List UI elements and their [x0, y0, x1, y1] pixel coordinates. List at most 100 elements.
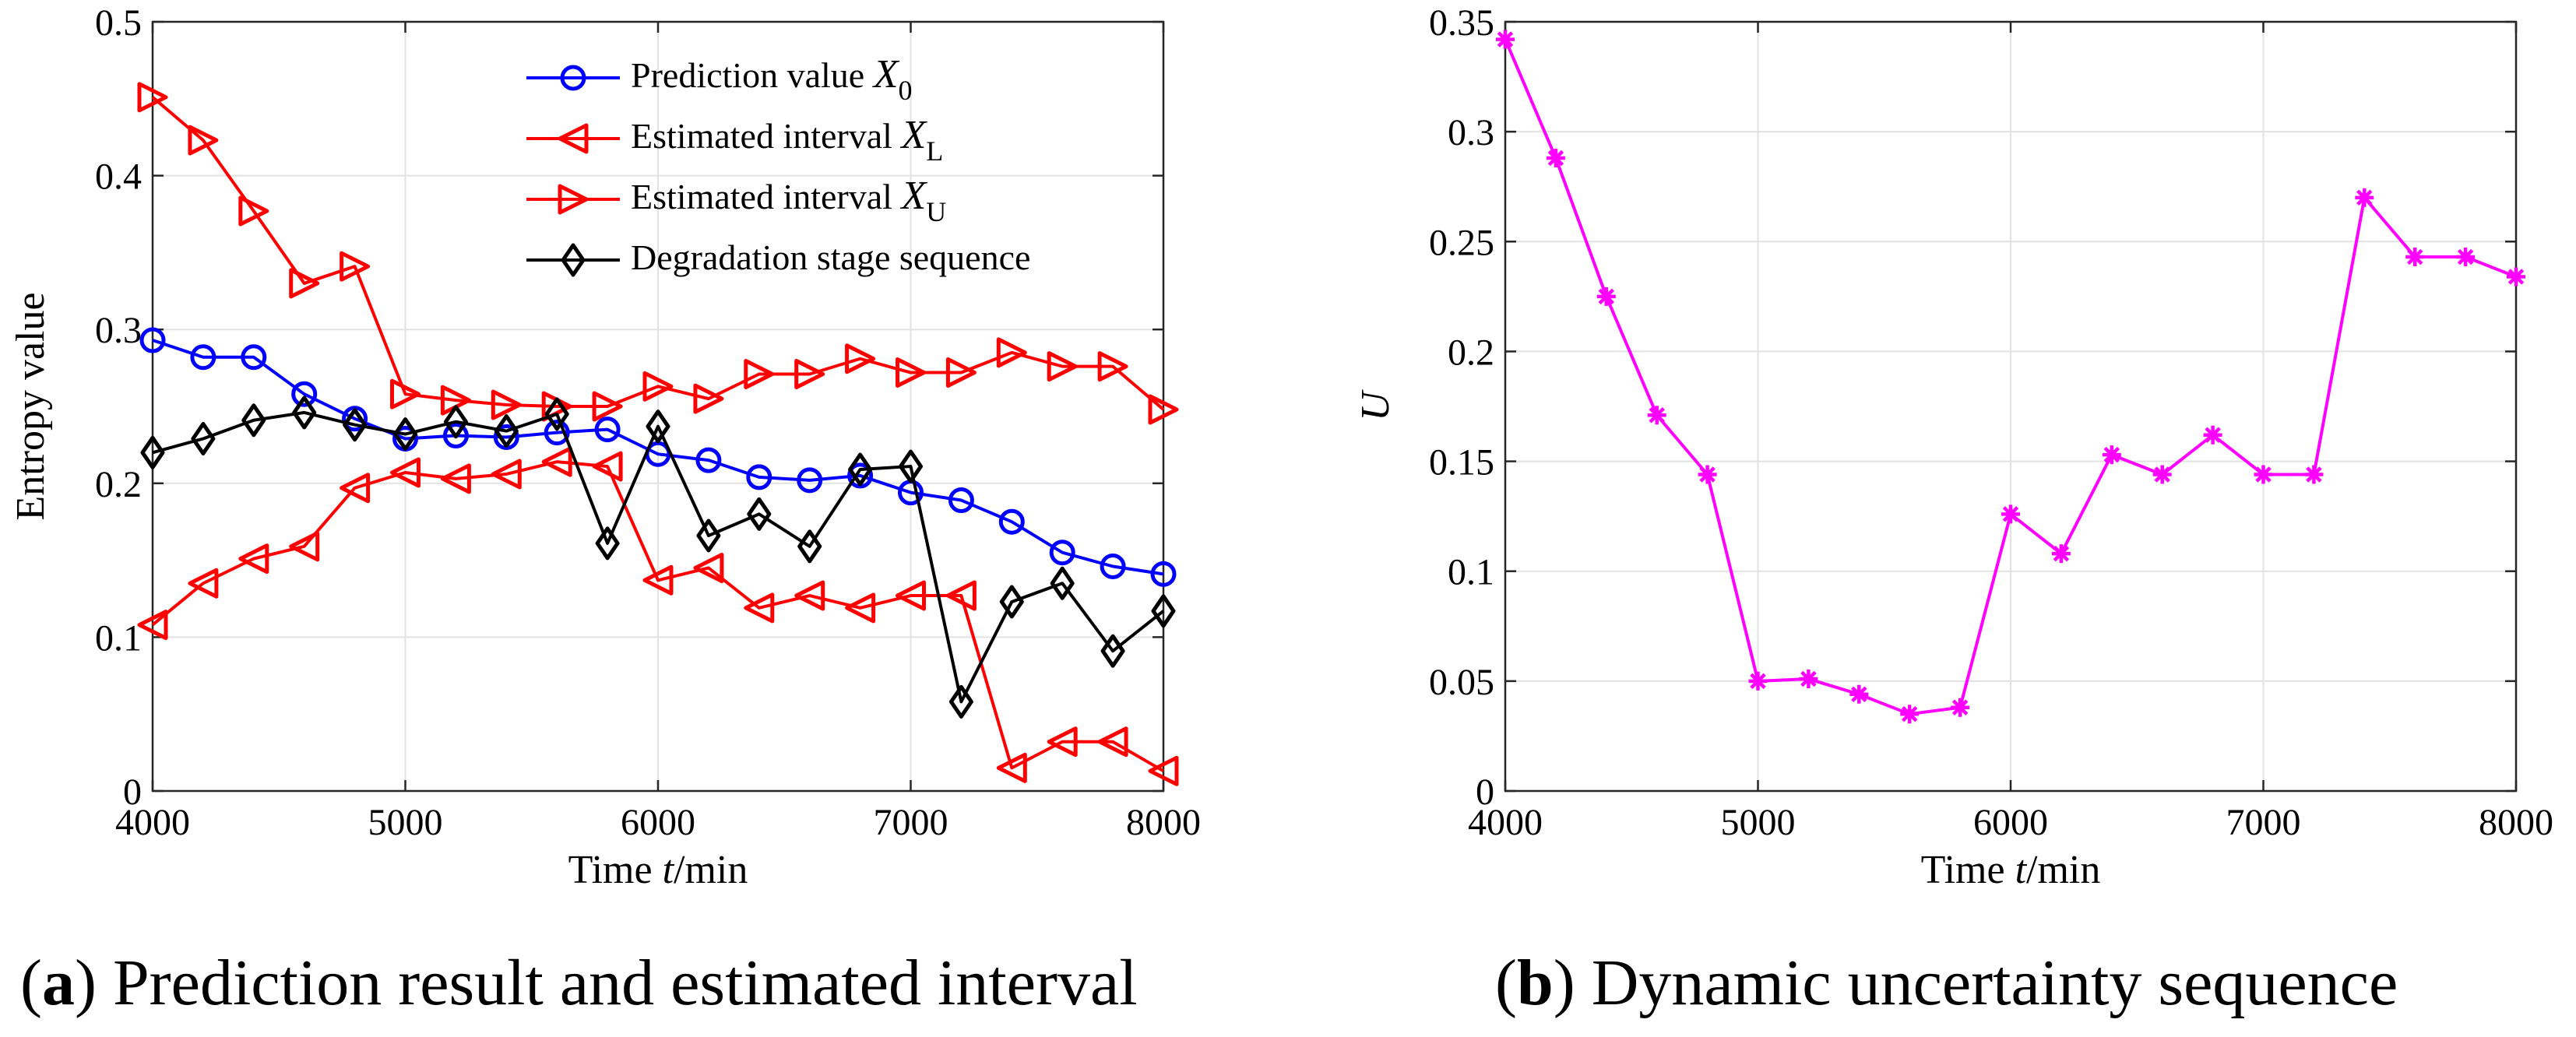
- panel-a-series-3-point-5: [393, 417, 417, 452]
- panel-b-series-0-point-3: [1647, 406, 1666, 425]
- panel-b-series-0-point-16: [2304, 465, 2324, 484]
- panel-a-series-1: [137, 446, 1179, 786]
- panel-a-series-3-point-0: [140, 435, 165, 469]
- panel-b-xtick-label-1: 5000: [1721, 802, 1796, 843]
- panel-a-series-2-point-9: [592, 391, 623, 422]
- panel-b-ytick-label-0: 0: [1476, 772, 1494, 813]
- panel-a-series-3-point-4: [343, 408, 368, 442]
- panel-a-series-0-line: [152, 339, 1164, 576]
- panel-a-series-1-point-2: [238, 543, 269, 575]
- panel-a-series-1-point-13: [794, 580, 825, 611]
- panel-a-x-axis-label: Time t/min: [568, 848, 748, 892]
- panel-b-series-0-point-5: [1748, 671, 1768, 691]
- panel-a-series-0-point-17: [998, 508, 1025, 535]
- panel-a-xtick-label-4: 8000: [1126, 802, 1201, 843]
- panel-a-series-0-point-20: [1150, 561, 1177, 587]
- panel-a-ytick-label-0: 0: [123, 772, 142, 813]
- panel-a-series-3-point-11: [696, 518, 721, 553]
- panel-a-series-1-line: [151, 460, 1165, 773]
- panel-a-series-2-point-1: [188, 125, 219, 156]
- panel-a-series-2-point-15: [896, 357, 926, 388]
- panel-a-series-3-point-14: [848, 452, 873, 487]
- panel-b-ytick-label-7: 0.35: [1429, 2, 1494, 44]
- panel-b-series-0-point-1: [1546, 149, 1565, 168]
- panel-a-series-1-point-6: [440, 463, 471, 494]
- panel-a-series-1-point-9: [592, 451, 623, 482]
- panel-a-series-3-line: [152, 410, 1165, 704]
- panel-b-series-0-point-0: [1496, 30, 1515, 49]
- panel-b-series-0-point-11: [2051, 544, 2071, 564]
- panel-a-series-0-point-1: [190, 344, 216, 371]
- panel-a-series-0-point-18: [1049, 540, 1075, 566]
- panel-a-series-3-point-8: [544, 397, 569, 431]
- panel-b-series-0-point-9: [1951, 698, 1970, 717]
- panel-a-legend-marker-3: [561, 243, 586, 277]
- panel-b-series-0-point-4: [1698, 465, 1717, 484]
- panel-a-series-3: [140, 395, 1176, 719]
- panel-a-series-2-point-12: [744, 359, 775, 390]
- panel-a-series-3-point-1: [191, 421, 216, 455]
- panel-a-series-2-point-17: [996, 337, 1027, 368]
- panel-a-series-0: [139, 327, 1177, 587]
- panel-a-series-1-point-18: [1047, 726, 1078, 758]
- panel-a-series-0-point-7: [493, 424, 519, 451]
- panel-a-xtick-label-0: 4000: [115, 802, 190, 843]
- panel-a-series-3-point-15: [899, 449, 923, 483]
- panel-a-ytick-label-3: 0.3: [95, 310, 142, 351]
- panel-a-series-0-point-11: [695, 447, 722, 473]
- panel-b-ytick-label-1: 0.05: [1429, 662, 1494, 703]
- panel-b-series-0-point-10: [2001, 504, 2020, 524]
- panel-a-ytick-label-4: 0.4: [95, 156, 142, 198]
- panel-a-legend-marker-0: [560, 65, 586, 91]
- panel-a-series-3-point-20: [1151, 594, 1176, 628]
- panel-a-caption: (a) Prediction result and estimated inte…: [20, 947, 1138, 1019]
- panel-b-ytick-label-5: 0.25: [1429, 222, 1494, 263]
- panel-b-series-0-point-14: [2203, 425, 2222, 445]
- panel-a-series-1-point-10: [642, 564, 674, 596]
- panel-a-series-0-point-16: [948, 487, 974, 514]
- panel-b-ytick-label-4: 0.2: [1448, 332, 1494, 373]
- panel-b-ytick-label-2: 0.1: [1448, 552, 1494, 593]
- panel-a-series-0-point-14: [847, 462, 874, 489]
- panel-b-xtick-label-0: 4000: [1468, 802, 1543, 843]
- panel-a-ytick-label-2: 0.2: [95, 464, 142, 505]
- panel-a-series-0-point-2: [241, 344, 267, 371]
- panel-a-series-3-point-3: [292, 395, 317, 430]
- panel-a-ytick-label-5: 0.5: [95, 2, 142, 44]
- panel-a-legend-label-1: Estimated interval XL: [631, 113, 943, 167]
- panel-a-legend-marker-2: [558, 184, 589, 215]
- panel-a-series-3-point-13: [797, 529, 822, 564]
- panel-a-xtick-label-1: 5000: [368, 802, 443, 843]
- panel-a-series-1-point-0: [137, 610, 168, 641]
- panel-b-series-0-point-13: [2152, 465, 2172, 484]
- panel-b-series-0: [1496, 30, 2525, 724]
- panel-b-uncertainty-chart: 4000 5000 6000 7000 8000 0 0.05 0.1 0.15 0.2 0.25 0…: [1353, 2, 2553, 1019]
- panel-a-series-3-point-18: [1050, 566, 1075, 600]
- panel-a-series-2-point-16: [945, 357, 977, 388]
- panel-a-series-1-point-11: [693, 552, 724, 583]
- panel-a-series-3-point-16: [948, 684, 973, 719]
- panel-b-series-0-point-12: [2102, 445, 2121, 465]
- panel-a-series-1-point-1: [188, 568, 219, 599]
- panel-a-series-2-point-11: [693, 383, 724, 414]
- panel-a-series-2-point-18: [1047, 351, 1078, 382]
- panel-a-series-1-point-12: [744, 592, 775, 624]
- panel-b-ytick-label-3: 0.15: [1429, 442, 1494, 483]
- panel-a-series-3-point-9: [595, 526, 620, 561]
- panel-b-series-0-point-7: [1849, 684, 1869, 704]
- panel-a-series-2-point-13: [794, 359, 825, 390]
- panel-a-series-1-point-4: [340, 473, 371, 504]
- panel-a-series-2-point-5: [390, 378, 421, 410]
- panel-a-legend-marker-1: [558, 123, 589, 154]
- panel-a-series-0-point-6: [442, 423, 469, 449]
- panel-a-ytick-label-1: 0.1: [95, 617, 142, 659]
- panel-b-series-0-point-8: [1900, 705, 1920, 724]
- panel-a-series-1-point-20: [1148, 755, 1179, 786]
- panel-a-series-3-point-7: [494, 414, 519, 448]
- panel-a-series-0-point-9: [594, 417, 621, 443]
- panel-b-series-0-point-17: [2355, 188, 2374, 207]
- panel-a-series-2-line: [151, 96, 1165, 411]
- panel-a-legend-label-2: Estimated interval XU: [631, 174, 946, 227]
- panel-b-xtick-label-4: 8000: [2479, 802, 2553, 843]
- panel-b-x-axis-label: Time t/min: [1921, 848, 2101, 892]
